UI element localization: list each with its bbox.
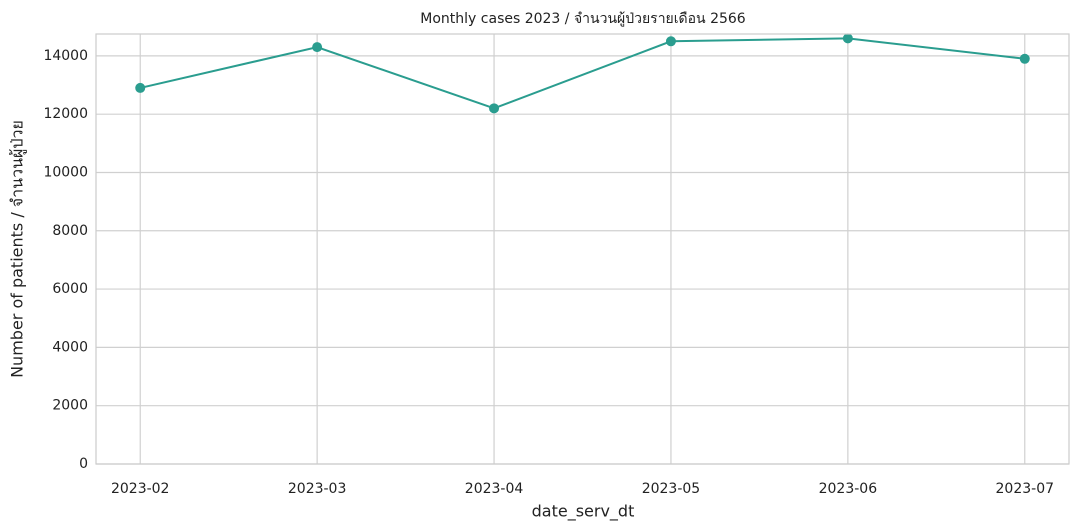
data-point <box>135 82 146 93</box>
y-tick-label: 0 <box>79 456 88 472</box>
data-point <box>842 33 853 44</box>
y-tick-label: 12000 <box>43 106 88 122</box>
y-tick-label: 8000 <box>52 223 88 239</box>
data-point <box>312 42 323 53</box>
plot-frame <box>95 33 1070 465</box>
data-point <box>665 36 676 47</box>
y-tick-label: 14000 <box>43 48 88 64</box>
x-tick-label: 2023-02 <box>111 481 170 497</box>
y-axis-label: Number of patients / จำนวนผู้ป่วย <box>8 120 28 378</box>
data-point <box>1019 53 1030 64</box>
grid <box>96 34 1069 465</box>
plot <box>135 33 1030 114</box>
x-tick-label: 2023-05 <box>642 481 701 497</box>
y-tick-label: 2000 <box>52 398 88 414</box>
x-tick-label: 2023-07 <box>996 481 1055 497</box>
y-tick-label: 6000 <box>52 281 88 297</box>
chart-title: Monthly cases 2023 / จำนวนผู้ป่วยรายเดือ… <box>420 11 746 27</box>
x-axis-label: date_serv_dt <box>532 502 635 522</box>
y-tick-label: 10000 <box>43 164 88 180</box>
data-line <box>140 37 1025 110</box>
y-tick-label: 4000 <box>52 339 88 355</box>
x-tick-label: 2023-03 <box>288 481 347 497</box>
data-point <box>489 103 500 114</box>
x-tick-label: 2023-06 <box>819 481 878 497</box>
x-tick-label: 2023-04 <box>465 481 524 497</box>
